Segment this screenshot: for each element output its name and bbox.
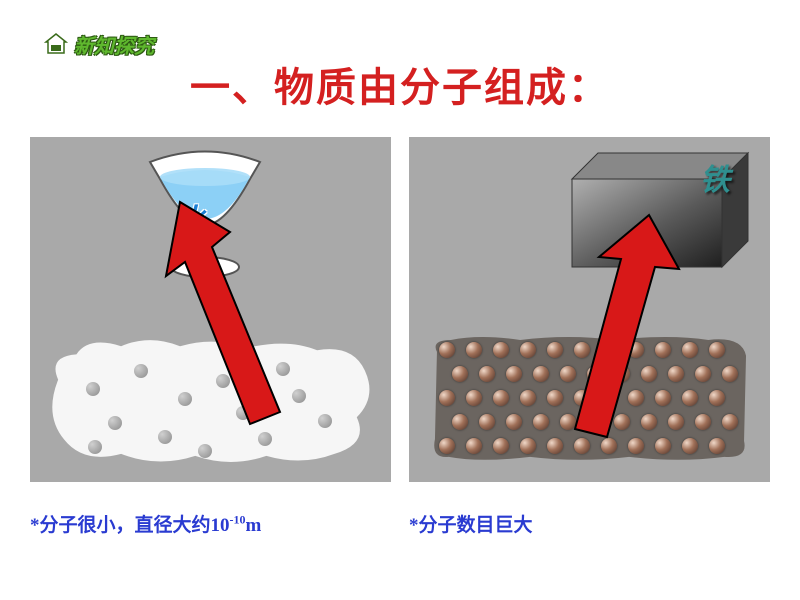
iron-atom [641,366,657,382]
iron-atom [560,414,576,430]
iron-atom [641,414,657,430]
water-label: 水 [175,195,205,239]
iron-atom [587,366,603,382]
iron-atom [452,366,468,382]
iron-atom [479,366,495,382]
iron-atom [628,390,644,406]
water-molecule [318,414,332,428]
iron-atom [520,438,536,454]
water-molecule [178,392,192,406]
water-molecule [236,406,250,420]
iron-atom [493,438,509,454]
water-molecule [88,440,102,454]
iron-atom [466,438,482,454]
iron-atom [709,438,725,454]
panels-container: 水 [30,137,770,482]
iron-atom [493,390,509,406]
iron-atom [601,342,617,358]
iron-atom [709,390,725,406]
iron-atom [722,414,738,430]
iron-atom [601,390,617,406]
water-molecule [292,389,306,403]
water-molecule [86,382,100,396]
iron-atom [614,414,630,430]
iron-atom [547,342,563,358]
iron-atom [655,342,671,358]
iron-atom [722,366,738,382]
iron-atom [682,342,698,358]
iron-atom [682,438,698,454]
panel-water: 水 [30,137,391,482]
iron-atom [466,342,482,358]
water-molecule [276,362,290,376]
iron-atom [655,438,671,454]
water-glass [130,147,280,287]
iron-atom [695,366,711,382]
panel-iron: 铁 [409,137,770,482]
water-molecule [134,364,148,378]
iron-atom [479,414,495,430]
iron-atom [628,342,644,358]
iron-atom [520,342,536,358]
iron-atom [628,438,644,454]
iron-atom [466,390,482,406]
iron-atom [695,414,711,430]
caption-water: *分子很小，直径大约10-10m [30,510,391,537]
iron-atom [506,366,522,382]
water-molecule [258,432,272,446]
caption-iron: *分子数目巨大 [409,510,770,537]
water-molecule [158,430,172,444]
water-molecule [198,444,212,458]
water-molecule [248,384,262,398]
iron-atom [682,390,698,406]
main-title: 一、物质由分子组成： [0,55,800,113]
iron-atom [439,390,455,406]
iron-atom [668,414,684,430]
iron-atom [668,366,684,382]
iron-atom [574,438,590,454]
iron-atom [533,366,549,382]
iron-atom [493,342,509,358]
captions-row: *分子很小，直径大约10-10m *分子数目巨大 [30,510,770,537]
iron-atom [574,390,590,406]
iron-atom [587,414,603,430]
iron-atom [520,390,536,406]
iron-atom [452,414,468,430]
iron-atom [547,438,563,454]
iron-atom [506,414,522,430]
iron-label: 铁 [700,155,730,199]
iron-lattice [431,334,748,464]
water-molecule [108,416,122,430]
molecule-cloud [48,334,373,464]
iron-atom [655,390,671,406]
iron-atom [533,414,549,430]
iron-atom [547,390,563,406]
iron-atom [560,366,576,382]
iron-atom [439,438,455,454]
iron-atom [709,342,725,358]
iron-atom [574,342,590,358]
iron-atom [439,342,455,358]
iron-atom [614,366,630,382]
iron-atom [601,438,617,454]
sample-point-marker [631,233,645,247]
water-molecule [216,374,230,388]
